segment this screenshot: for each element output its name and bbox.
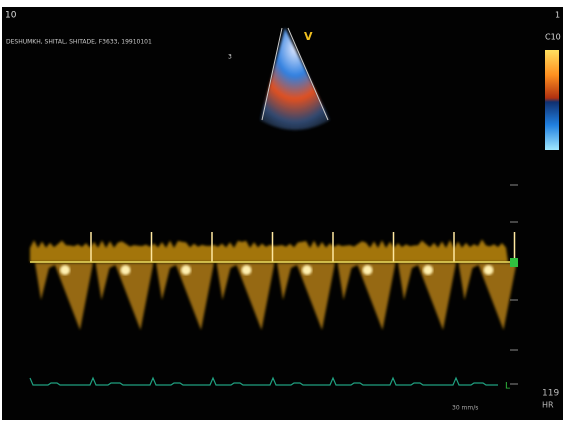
color-sector — [260, 28, 330, 130]
scale-ticks — [510, 184, 518, 385]
flow-spot — [362, 265, 373, 275]
flow-beat — [398, 263, 456, 330]
flow-spot — [120, 265, 131, 275]
ecg-trace — [29, 376, 498, 386]
flow-above — [30, 239, 508, 262]
flow-spot — [60, 265, 70, 275]
marker: 3 — [228, 54, 232, 61]
baseline-handle — [510, 258, 518, 267]
flow-spot — [302, 265, 312, 275]
heart-rate: 119 — [542, 389, 559, 399]
flow-beat — [156, 263, 214, 330]
flow-beat — [277, 263, 335, 330]
probe-label: V — [304, 30, 313, 43]
sector-outline — [261, 27, 329, 121]
spectral-doppler — [30, 232, 517, 330]
flow-spot — [241, 265, 252, 275]
patient-info: DESHUMKH, SHITAL, SHITADE, F3633, 199101… — [6, 39, 152, 46]
sweep-speed: 30 mm/s — [452, 405, 478, 412]
flow-beat — [35, 263, 93, 330]
flow-beat — [95, 263, 154, 330]
flow-spot — [423, 265, 433, 275]
flow-beat — [458, 263, 517, 330]
flow-beat — [337, 263, 396, 330]
ecg-lead: L — [505, 382, 510, 392]
color-map-label: C10 — [545, 33, 561, 42]
corner-number: 1 — [555, 11, 560, 20]
corner-number: 10 — [5, 11, 17, 21]
flow-beat — [216, 263, 275, 330]
flow-spot — [181, 265, 191, 275]
flow-spot — [483, 265, 494, 275]
heart-rate-unit: HR — [542, 401, 554, 410]
color-bar — [545, 50, 559, 150]
